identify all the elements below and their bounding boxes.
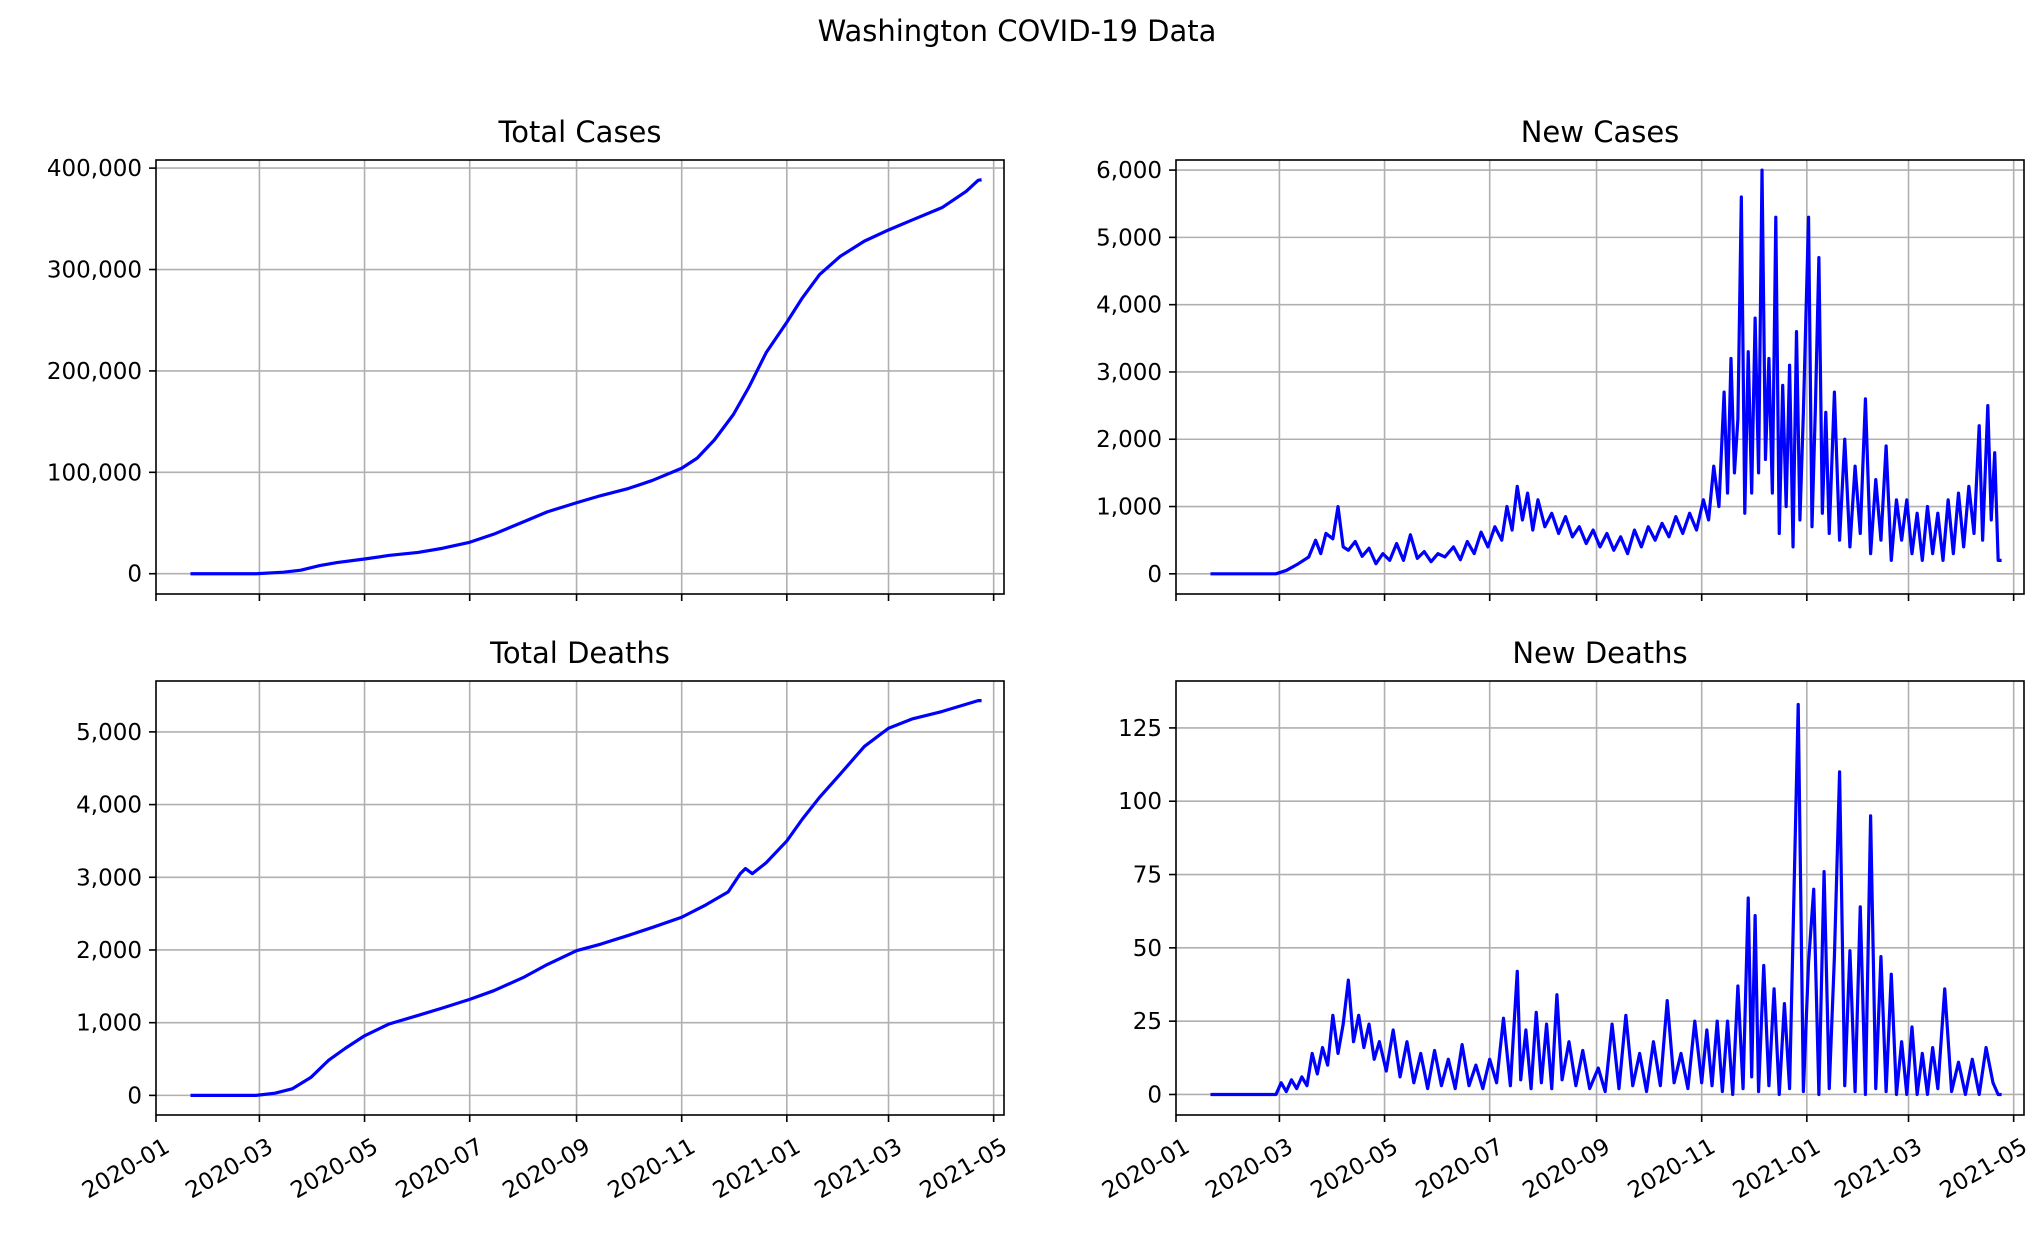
total-deaths-x-tick-label: 2020-09 — [499, 1134, 595, 1205]
total-deaths-y-tick-label: 3,000 — [76, 865, 142, 891]
total-cases-series-line — [190, 178, 982, 576]
new-deaths-x-tick-label: 2020-03 — [1201, 1134, 1297, 1205]
new-cases-y-tick-label: 2,000 — [1096, 427, 1162, 453]
new-deaths-series-line — [1210, 702, 2002, 1097]
new-cases-series-line — [1210, 168, 2002, 576]
total-deaths-y-tick-label: 4,000 — [76, 793, 142, 819]
new-cases-y-tick-label: 6,000 — [1096, 158, 1162, 184]
new-deaths-y-tick-label: 75 — [1133, 863, 1162, 889]
new-deaths-x-tick-label: 2021-03 — [1830, 1134, 1926, 1205]
new-deaths-x-tick-label: 2020-05 — [1307, 1134, 1403, 1205]
total-deaths-title: Total Deaths — [489, 636, 670, 670]
new-deaths-x-tick-label: 2020-11 — [1624, 1134, 1720, 1205]
total-deaths-y-tick-label: 0 — [127, 1083, 142, 1109]
total-deaths-x-tick-label: 2020-01 — [78, 1134, 174, 1205]
total-deaths-axes-frame — [155, 680, 1005, 1116]
new-cases-panel: New Cases 0 1,000 2,000 3,000 4,000 5,000 6,000 — [1096, 115, 2025, 601]
total-cases-y-tick-label: 200,000 — [47, 359, 142, 385]
new-cases-y-tick-label: 1,000 — [1096, 495, 1162, 521]
total-cases-panel: Total Cases 0 100,000 200,000 300,000 400,000 — [47, 115, 1005, 601]
total-cases-y-tick-label: 300,000 — [47, 258, 142, 284]
total-deaths-y-tick-label: 5,000 — [76, 720, 142, 746]
new-deaths-x-tick-label: 2020-07 — [1412, 1134, 1508, 1205]
new-deaths-y-tick-label: 100 — [1118, 789, 1162, 815]
new-deaths-y-tick-label: 0 — [1147, 1082, 1162, 1108]
new-cases-y-tick-label: 3,000 — [1096, 360, 1162, 386]
total-cases-y-tick-label: 0 — [127, 562, 142, 588]
total-cases-axes-frame — [155, 159, 1005, 595]
figure-title: Washington COVID-19 Data — [817, 14, 1217, 48]
new-deaths-axes-frame — [1175, 680, 2025, 1116]
new-cases-y-tick-label: 5,000 — [1096, 225, 1162, 251]
new-cases-title: New Cases — [1521, 115, 1680, 149]
new-deaths-x-tick-label: 2020-09 — [1519, 1134, 1615, 1205]
total-deaths-series-line — [190, 699, 982, 1097]
total-deaths-y-tick-label: 2,000 — [76, 938, 142, 964]
new-deaths-x-tick-label: 2021-05 — [1936, 1134, 2032, 1205]
total-deaths-x-tick-label: 2020-03 — [181, 1134, 277, 1205]
total-deaths-x-tick-label: 2020-05 — [287, 1134, 383, 1205]
total-deaths-y-tick-label: 1,000 — [76, 1011, 142, 1037]
new-deaths-y-tick-label: 50 — [1133, 936, 1162, 962]
total-cases-y-tick-label: 400,000 — [47, 156, 142, 182]
new-deaths-x-tick-label: 2021-01 — [1729, 1134, 1825, 1205]
new-cases-y-tick-label: 0 — [1147, 562, 1162, 588]
total-deaths-x-tick-label: 2020-11 — [604, 1134, 700, 1205]
new-cases-axes-frame — [1175, 159, 2025, 595]
total-deaths-x-tick-label: 2020-07 — [392, 1134, 488, 1205]
total-deaths-x-tick-label: 2021-03 — [810, 1134, 906, 1205]
new-deaths-title: New Deaths — [1512, 636, 1687, 670]
total-cases-title: Total Cases — [497, 115, 661, 149]
new-deaths-y-tick-label: 125 — [1118, 716, 1162, 742]
total-deaths-panel: Total Deaths 0 1,000 2,000 3,000 4,000 5,000 20… — [76, 636, 1012, 1204]
total-cases-y-tick-label: 100,000 — [47, 460, 142, 486]
new-cases-y-tick-label: 4,000 — [1096, 293, 1162, 319]
new-deaths-y-tick-label: 25 — [1133, 1009, 1162, 1035]
new-deaths-x-tick-label: 2020-01 — [1098, 1134, 1194, 1205]
total-deaths-x-tick-label: 2021-05 — [916, 1134, 1012, 1205]
total-deaths-x-tick-label: 2021-01 — [709, 1134, 805, 1205]
